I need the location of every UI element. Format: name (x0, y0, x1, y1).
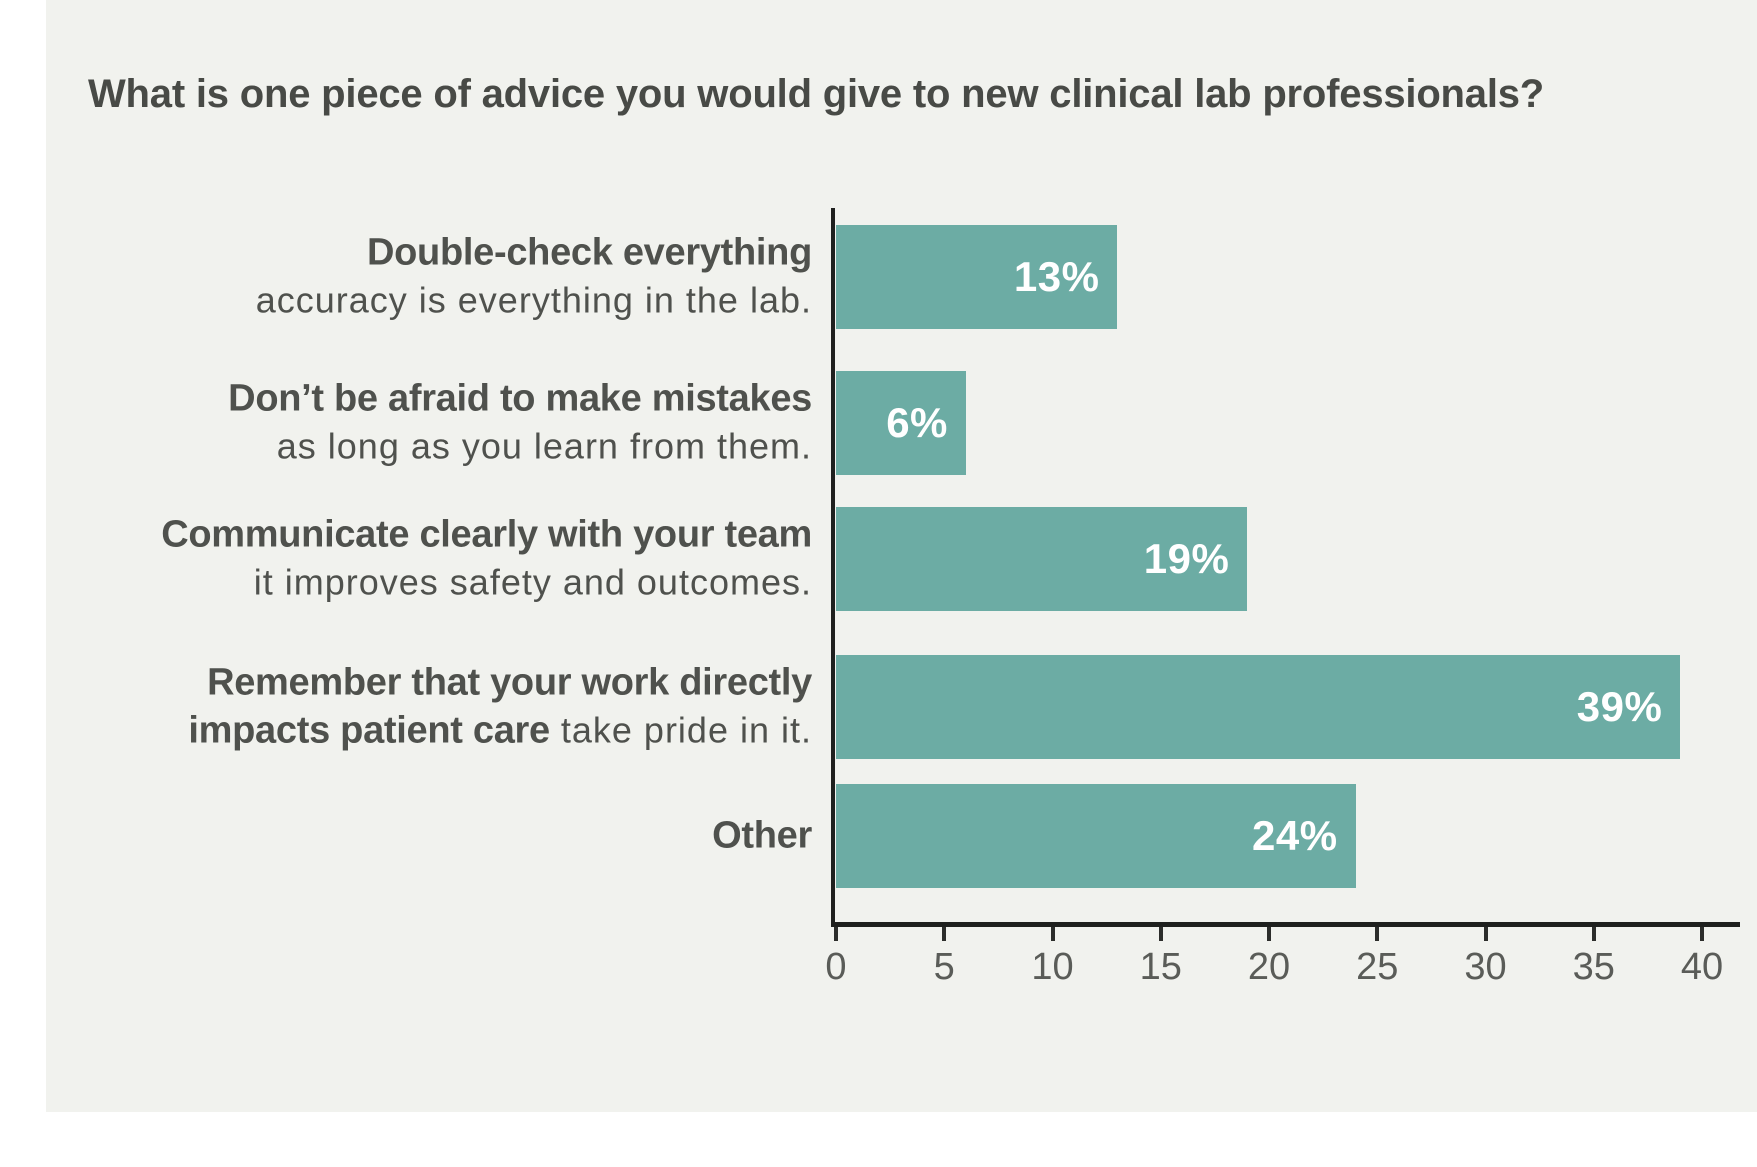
chart-row: Don’t be afraid to make mistakes as long… (0, 371, 1757, 475)
chart-row: Other 24% (0, 784, 1757, 888)
tick-label: 30 (1464, 946, 1507, 988)
tick-mark (1158, 927, 1163, 941)
category-label-sub-bold: impacts patient care (188, 709, 550, 752)
category-label: Communicate clearly with your team it im… (46, 512, 812, 607)
bar: 39% (836, 655, 1681, 759)
tick-mark (1267, 927, 1271, 941)
bar: 19% (836, 507, 1248, 611)
tick-label: 25 (1356, 946, 1399, 988)
tick-label: 5 (933, 946, 955, 988)
category-label-sub-regular: as long as you learn from them. (276, 425, 812, 467)
tick-label: 10 (1031, 946, 1074, 988)
x-axis-ticks: 0 5 10 15 20 25 30 35 40 (825, 922, 1723, 1002)
bar: 24% (836, 784, 1356, 888)
bar: 13% (836, 225, 1118, 329)
category-label-bold: Communicate clearly with your team (161, 513, 812, 556)
bar-value-label: 24% (1252, 812, 1338, 859)
chart-row: Double-check everything accuracy is ever… (0, 225, 1757, 329)
category-label: Other (46, 813, 812, 860)
x-axis-line (831, 922, 1740, 927)
category-label: Don’t be afraid to make mistakes as long… (46, 376, 812, 471)
category-label-sub: accuracy is everything in the lab. (46, 277, 812, 325)
category-label-bold: Double-check everything (367, 231, 812, 274)
tick-mark (1700, 927, 1704, 941)
tick-mark (1483, 927, 1488, 941)
bar-value-label: 6% (886, 399, 948, 446)
category-label: Remember that your work directly impacts… (46, 660, 812, 755)
tick-mark (942, 927, 947, 941)
tick-mark (834, 927, 838, 941)
bar: 6% (836, 371, 966, 475)
category-label-sub-regular: take pride in it. (549, 709, 812, 751)
y-axis-line (831, 208, 835, 927)
tick-mark (1375, 927, 1380, 941)
category-label-sub: it improves safety and outcomes. (46, 559, 812, 607)
category-label-bold: Other (712, 814, 812, 857)
bar-value-label: 39% (1576, 683, 1663, 730)
category-label-sub: as long as you learn from them. (46, 423, 812, 471)
category-label-sub-regular: it improves safety and outcomes. (253, 561, 812, 603)
bar-value-label: 13% (1013, 253, 1100, 300)
category-label-sub: impacts patient care take pride in it. (46, 707, 812, 755)
tick-label: 0 (825, 946, 847, 988)
category-label-sub-regular: accuracy is everything in the lab. (255, 279, 812, 321)
tick-mark (1050, 927, 1055, 941)
category-label-bold: Don’t be afraid to make mistakes (228, 377, 812, 420)
tick-label: 40 (1680, 946, 1724, 988)
chart-title: What is one piece of advice you would gi… (88, 72, 1545, 116)
tick-label: 15 (1139, 946, 1182, 988)
tick-mark (1591, 927, 1596, 941)
chart-row: Communicate clearly with your team it im… (0, 507, 1757, 611)
tick-label: 35 (1572, 946, 1615, 988)
category-label-bold: Remember that your work directly (207, 661, 812, 704)
chart-row: Remember that your work directly impacts… (0, 655, 1757, 759)
bar-value-label: 19% (1143, 535, 1230, 582)
category-label: Double-check everything accuracy is ever… (46, 230, 813, 325)
tick-label: 20 (1247, 946, 1291, 988)
